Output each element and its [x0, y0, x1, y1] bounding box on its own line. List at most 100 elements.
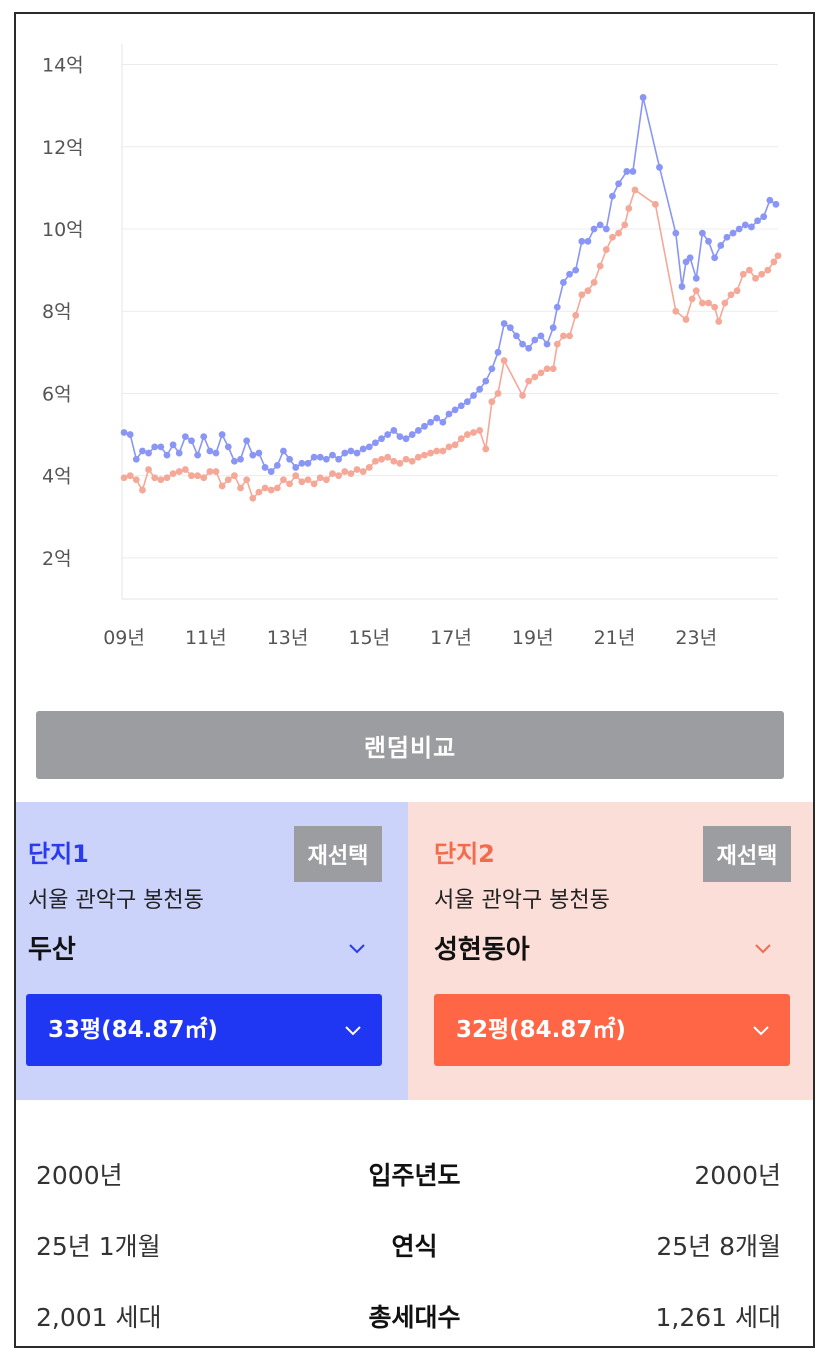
series-2-point [457, 435, 465, 443]
series-1-point [439, 418, 447, 426]
series-1-point [590, 225, 598, 233]
series-1-point [717, 242, 725, 249]
complex-1-reselect-button[interactable]: 재선택 [294, 826, 382, 882]
complex-2-size-value: 32평(84.87㎡) [456, 1017, 626, 1043]
complex-2-apartment-name: 성현동아 [434, 935, 530, 965]
series-2-point [151, 474, 159, 482]
x-tick-label: 17년 [430, 627, 472, 649]
series-2-point [175, 468, 183, 475]
series-2-point [745, 266, 753, 274]
series-1-point [578, 237, 586, 245]
series-1-point [584, 237, 592, 245]
series-2-point [566, 332, 573, 340]
series-1-point [482, 377, 490, 385]
y-tick-label: 6억 [42, 383, 72, 405]
series-2-point [206, 468, 214, 475]
series-1-point [476, 385, 484, 393]
series-1-point [237, 455, 244, 463]
series-2-point [335, 472, 343, 480]
x-tick-label: 09년 [103, 627, 145, 649]
series-2-point [631, 186, 639, 194]
series-2-point [525, 377, 533, 385]
price-chart: 2억 4억 6억 8억 10억 12억 14억 09년 11년 13년 15년 17년 19년 21년 23… [16, 14, 813, 694]
series-2-point [341, 468, 349, 475]
series-2-point [698, 299, 706, 307]
series-1-point [188, 437, 195, 445]
x-tick-label: 11년 [185, 627, 227, 649]
complex-1-value: 2,001 세대 [36, 1303, 162, 1332]
y-tick-label: 8억 [42, 301, 72, 323]
x-tick-label: 15년 [348, 627, 390, 649]
series-1-point [433, 414, 441, 422]
series-1-point [513, 332, 520, 340]
series-1-point [384, 431, 392, 438]
complex-2-value: 25년 8개월 [656, 1232, 781, 1261]
series-2-point [584, 287, 592, 295]
series-2-point [359, 468, 367, 475]
random-compare-button[interactable]: 랜덤비교 [36, 711, 784, 779]
series-1-point [292, 464, 300, 471]
series-2-point [609, 233, 616, 241]
series-2-point [470, 429, 477, 436]
y-tick-label: 12억 [42, 137, 84, 159]
x-tick-label: 21년 [594, 627, 636, 649]
chevron-down-icon [755, 944, 771, 954]
series-2-point [145, 466, 152, 473]
series-2-point [752, 274, 759, 282]
series-2-point [651, 200, 659, 208]
complex-2-size-select[interactable]: 32평(84.87㎡) [434, 994, 790, 1066]
complex-1-apartment-select[interactable]: 두산 [28, 930, 368, 970]
series-2-point [682, 316, 690, 323]
series-1-point [494, 348, 502, 356]
x-tick-label: 23년 [675, 627, 717, 649]
series-1-point [506, 324, 514, 332]
series-1-point [335, 455, 343, 463]
series-1-point [639, 94, 647, 101]
series-1-point [735, 225, 743, 233]
series-1-point [249, 451, 257, 459]
series-1-point [543, 340, 551, 348]
series-2-point [286, 480, 293, 488]
series-1-point [672, 229, 680, 237]
series-1-point [629, 168, 637, 175]
series-2-point [692, 287, 700, 295]
series-2-point [715, 318, 723, 325]
series-2-point [739, 270, 747, 278]
series-2-point [602, 246, 610, 253]
series-1-point [255, 449, 263, 457]
series-2-point [476, 427, 484, 434]
series-1-point [230, 457, 238, 465]
series-2-point [255, 488, 263, 496]
series-2-point [316, 474, 324, 482]
series-1-point [132, 455, 140, 463]
complex-2-title: 단지2 [434, 840, 495, 868]
series-1-point [402, 435, 410, 443]
series-2-point [402, 455, 410, 463]
complex-1-size-select[interactable]: 33평(84.87㎡) [26, 994, 382, 1066]
series-2-point [421, 451, 428, 459]
series-2-point [230, 472, 238, 480]
series-2-point [433, 447, 441, 455]
complex-1-address: 서울 관악구 봉천동 [28, 888, 204, 913]
series-1-point [298, 459, 306, 467]
series-1-point [760, 213, 768, 221]
complex-2-value: 1,261 세대 [655, 1303, 781, 1332]
complex-2-reselect-button[interactable]: 재선택 [703, 826, 791, 882]
series-2-point [181, 466, 189, 473]
series-2-point [139, 486, 146, 494]
series-1-point [754, 217, 761, 225]
series-2-point [451, 441, 459, 449]
series-1-point [427, 418, 434, 426]
complex-1-value: 2000년 [36, 1161, 123, 1190]
series-1-point [414, 427, 422, 434]
series-2-point [625, 205, 633, 212]
series-1-point [157, 443, 165, 451]
series-1-point [678, 283, 686, 290]
x-tick-label: 13년 [267, 627, 309, 649]
series-1-point [519, 340, 526, 348]
series-1-point [390, 427, 398, 434]
series-1-point [525, 344, 533, 352]
series-1-point [686, 254, 694, 262]
complex-2-apartment-select[interactable]: 성현동아 [434, 930, 774, 970]
info-row-age: 연식 25년 1개월 25년 8개월 [16, 1227, 813, 1267]
